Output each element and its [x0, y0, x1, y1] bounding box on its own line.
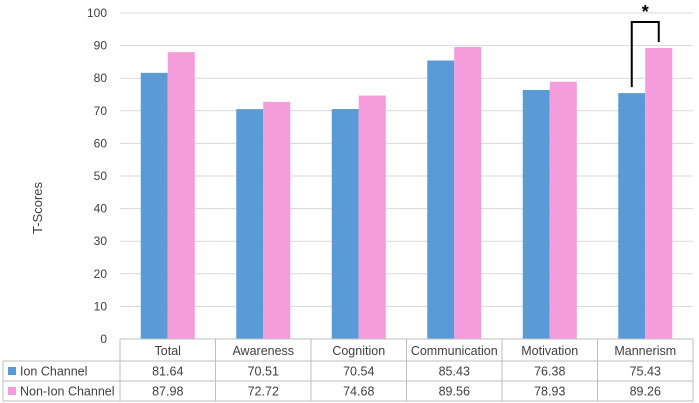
y-tick-label: 100	[87, 6, 107, 20]
data-table-value: 72.72	[248, 385, 279, 399]
y-tick-labels: 0 10 20 30 40 50 60 70 80 90 100	[87, 6, 107, 346]
data-table: Total Awareness Cognition Communication Moti…	[2, 338, 694, 402]
x-tick-label: Awareness	[232, 344, 294, 358]
legend-label: Ion Channel	[20, 365, 87, 379]
y-tick-label: 10	[94, 299, 108, 313]
x-tick-label: Cognition	[332, 344, 385, 358]
y-tick-label: 60	[94, 136, 108, 150]
bars	[140, 47, 673, 340]
significance-annotation: *	[630, 2, 660, 88]
data-table-value: 70.51	[248, 365, 279, 379]
y-tick-label: 80	[94, 71, 108, 85]
data-table-value: 78.93	[534, 385, 565, 399]
x-tick-label: Total	[155, 344, 181, 358]
data-table-value: 75.43	[630, 365, 661, 379]
data-table-value: 85.43	[439, 365, 470, 379]
bar-ion	[331, 109, 359, 339]
x-tick-label: Communication	[411, 344, 498, 358]
data-table-value: 81.64	[152, 365, 183, 379]
bar-non-ion	[454, 47, 482, 340]
bar-non-ion	[358, 95, 386, 339]
y-tick-label: 50	[94, 169, 108, 183]
y-axis-label: T-Scores	[30, 181, 45, 234]
y-tick-label: 0	[100, 332, 107, 346]
bar-non-ion	[645, 48, 673, 340]
bar-ion	[140, 72, 168, 339]
data-table-value: 74.68	[343, 385, 374, 399]
legend-swatch	[8, 387, 16, 395]
bar-ion	[522, 90, 550, 340]
legend-swatch	[8, 367, 16, 375]
significance-star: *	[642, 2, 649, 22]
data-table-value: 70.54	[343, 365, 374, 379]
y-tick-label: 90	[94, 39, 108, 53]
bar-non-ion	[263, 101, 291, 339]
y-tick-label: 20	[94, 267, 108, 281]
x-tick-label: Mannerism	[614, 344, 676, 358]
significance-bracket	[630, 21, 660, 88]
data-table-value: 89.56	[439, 385, 470, 399]
bar-non-ion	[549, 81, 577, 339]
bar-non-ion	[167, 52, 195, 339]
data-table-value: 87.98	[152, 385, 183, 399]
bar-ion	[427, 60, 455, 339]
gridlines	[120, 12, 693, 340]
bar-ion	[236, 109, 264, 340]
y-tick-label: 40	[94, 202, 108, 216]
bar-ion	[618, 93, 646, 339]
data-table-value: 76.38	[534, 365, 565, 379]
y-tick-label: 30	[94, 234, 108, 248]
data-table-value: 89.26	[630, 385, 661, 399]
y-tick-label: 70	[94, 104, 108, 118]
legend-label: Non-Ion Channel	[20, 385, 115, 399]
x-tick-label: Motivation	[521, 344, 578, 358]
